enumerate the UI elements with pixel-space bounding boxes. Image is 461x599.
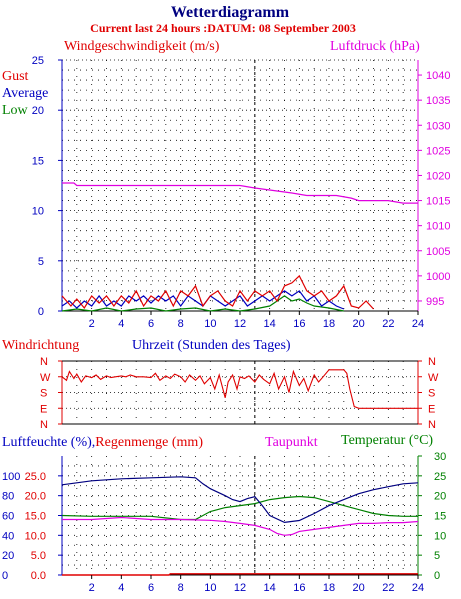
wind-ytick-label: 15: [32, 155, 44, 167]
pressure-ytick-label: 1025: [426, 145, 450, 157]
pressure-ylabel: Luftdruck (hPa): [330, 39, 420, 54]
wind-xtick-label: 12: [234, 318, 246, 330]
wind-xtick-label: 8: [178, 318, 184, 330]
pressure-ytick-label: 1015: [426, 196, 450, 208]
rain-ytick-label: 20.0: [25, 491, 46, 503]
humidity-ytick-label: 100: [2, 471, 20, 483]
wind-ytick-label: 25: [32, 55, 44, 67]
rain-ytick-label: 10.0: [25, 530, 46, 542]
direction-ytick-label: E: [40, 403, 47, 415]
wind-xtick-label: 10: [204, 318, 216, 330]
wind-ytick-label: 0: [38, 306, 44, 318]
wind-xtick-label: 14: [264, 318, 276, 330]
temperature-line: [61, 495, 418, 521]
pressure-ytick-label: 1040: [426, 70, 450, 82]
rain-ytick-label: 15.0: [25, 511, 46, 523]
wind-ytick-label: 10: [32, 206, 44, 218]
direction-ytick-label: S: [40, 388, 47, 400]
pressure-ytick-label: 1035: [426, 95, 450, 107]
pressure-ytick-label: 1020: [426, 170, 450, 182]
wind-xtick-label: 2: [89, 318, 95, 330]
humidity-ytick-label: 20: [2, 550, 14, 562]
direction-ytick-label: N: [40, 356, 48, 368]
direction-ytick-label-right: N: [428, 419, 436, 431]
direction-xlabel: Uhrzeit (Stunden des Tages): [132, 338, 291, 353]
climate-ylabel: Luftfeuchte (%),Regenmenge (mm): [2, 435, 203, 450]
wind-xtick-label: 20: [353, 318, 365, 330]
direction-line: [61, 369, 418, 409]
legend-low: Low: [2, 103, 29, 118]
direction-ytick-label: W: [40, 372, 51, 384]
temperature-ytick-label: 0: [434, 570, 440, 582]
page-title: Wetterdiagramm: [171, 4, 290, 21]
temperature-ylabel: Temperatur (°C): [341, 433, 433, 448]
direction-ytick-label-right: N: [428, 356, 436, 368]
humidity-ytick-label: 60: [2, 511, 14, 523]
wind-xtick-label: 22: [382, 318, 394, 330]
direction-ytick-label: N: [40, 419, 48, 431]
pressure-ytick-label: 1010: [426, 221, 450, 233]
climate-xtick-label: 2: [89, 582, 95, 594]
climate-xtick-label: 14: [264, 582, 276, 594]
rain-ytick-label: 5.0: [31, 550, 46, 562]
wind-ytick-label: 5: [38, 256, 44, 268]
climate-xtick-label: 10: [204, 582, 216, 594]
page-subtitle: Current last 24 hours :DATUM: 08 Septemb…: [90, 21, 356, 35]
climate-xtick-label: 24: [412, 582, 424, 594]
legend-average: Average: [2, 86, 48, 101]
climate-xtick-label: 22: [382, 582, 394, 594]
direction-ytick-label-right: S: [428, 388, 435, 400]
rain-ytick-label: 25.0: [25, 471, 46, 483]
temperature-ytick-label: 20: [434, 491, 446, 503]
wind-xtick-label: 24: [412, 318, 424, 330]
wind-xtick-label: 18: [323, 318, 335, 330]
legend-dewpoint: Taupunkt: [265, 435, 318, 450]
climate-xtick-label: 4: [118, 582, 124, 594]
pressure-ytick-label: 1000: [426, 271, 450, 283]
pressure-ytick-label: 1005: [426, 246, 450, 258]
direction-ylabel: Windrichtung: [2, 338, 79, 353]
climate-xtick-label: 12: [234, 582, 246, 594]
rain-label: Regenmenge (mm): [95, 435, 203, 450]
pressure-ytick-label: 1030: [426, 120, 450, 132]
temperature-ytick-label: 10: [434, 530, 446, 542]
temperature-ytick-label: 15: [434, 511, 446, 523]
climate-xtick-label: 16: [293, 582, 305, 594]
humidity-ytick-label: 0: [2, 570, 8, 582]
legend-gust: Gust: [2, 69, 29, 84]
wind-xtick-label: 16: [293, 318, 305, 330]
climate-xtick-label: 18: [323, 582, 335, 594]
direction-ytick-label-right: W: [428, 372, 439, 384]
wind-xtick-label: 6: [148, 318, 154, 330]
rain-ytick-label: 0.0: [31, 570, 46, 582]
dewpoint-line: [62, 516, 419, 536]
climate-xtick-label: 20: [353, 582, 365, 594]
wind-ytick-label: 20: [32, 105, 44, 117]
humidity-label: Luftfeuchte (%),: [2, 435, 95, 450]
pressure-line: [62, 182, 418, 204]
low-wind-line: [61, 295, 344, 312]
wind-xtick-label: 4: [118, 318, 124, 330]
pressure-ytick-label: 995: [426, 296, 444, 308]
climate-xtick-label: 6: [148, 582, 154, 594]
temperature-ytick-label: 5: [434, 550, 440, 562]
humidity-ytick-label: 80: [2, 491, 14, 503]
rain-line: [62, 573, 418, 576]
temperature-ytick-label: 30: [434, 451, 446, 463]
humidity-line: [61, 476, 419, 524]
climate-xtick-label: 8: [178, 582, 184, 594]
temperature-ytick-label: 25: [434, 471, 446, 483]
wind-ylabel: Windgeschwindigkeit (m/s): [64, 39, 220, 54]
gust-wind-line: [61, 274, 374, 310]
humidity-ytick-label: 40: [2, 530, 14, 542]
direction-ytick-label-right: E: [428, 403, 435, 415]
